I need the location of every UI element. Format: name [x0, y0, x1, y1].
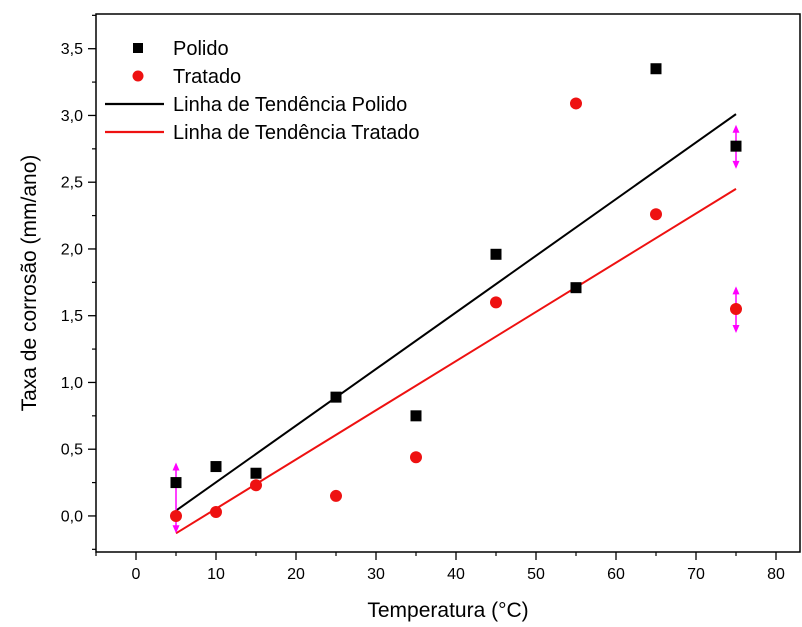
data-point-polido — [170, 477, 182, 489]
y-tick-label: 3,0 — [61, 108, 83, 125]
data-point-tratado — [490, 296, 502, 309]
data-point-tratado — [410, 451, 422, 464]
error-bar-cap-bottom — [732, 325, 740, 334]
error-bar-cap-bottom — [732, 160, 740, 169]
data-point-polido — [490, 248, 502, 260]
chart-marks — [170, 63, 742, 535]
error-bar-cap-top — [732, 286, 740, 295]
legend: Polido Tratado Linha de Tendência Polido Li… — [105, 38, 420, 144]
x-tick-label: 40 — [447, 566, 465, 583]
legend-label: Polido — [173, 38, 229, 60]
plot-area: 0 10 20 30 40 50 60 70 80 0,0 0,5 1,0 1,5 2,0 2,5 3,0 3,… — [61, 13, 801, 583]
trend-line — [175, 113, 737, 512]
trend-line — [175, 188, 737, 535]
x-tick-label: 30 — [367, 566, 385, 583]
data-point-polido — [330, 391, 342, 403]
data-point-polido — [730, 140, 742, 152]
data-point-tratado — [570, 97, 582, 110]
data-point-tratado — [250, 479, 262, 492]
x-tick-label: 60 — [607, 566, 625, 583]
data-point-polido — [410, 410, 422, 422]
data-point-tratado — [170, 509, 182, 522]
x-tick-label: 70 — [687, 566, 705, 583]
error-bar-cap-bottom — [172, 525, 180, 534]
data-point-tratado — [330, 489, 342, 502]
legend-swatch-tratado — [132, 70, 144, 82]
data-point-polido — [210, 461, 222, 473]
y-tick-label: 0,0 — [61, 508, 83, 525]
y-tick-label: 2,0 — [61, 241, 83, 258]
legend-swatch-polido — [133, 43, 143, 53]
x-tick-label: 80 — [767, 566, 785, 583]
error-bar-cap-top — [172, 462, 180, 471]
x-tick-label: 20 — [287, 566, 305, 583]
y-tick-label: 3,5 — [61, 41, 83, 58]
x-axis-title: Temperatura (°C) — [367, 599, 528, 622]
y-tick-label: 0,5 — [61, 442, 83, 459]
y-tick-label: 1,5 — [61, 308, 83, 325]
data-point-polido — [570, 282, 582, 294]
x-tick-label: 0 — [132, 566, 141, 583]
x-tick-label: 50 — [527, 566, 545, 583]
data-point-tratado — [730, 303, 742, 316]
data-point-tratado — [650, 208, 662, 221]
legend-label: Linha de Tendência Polido — [173, 94, 407, 116]
y-tick-label: 2,5 — [61, 175, 83, 192]
error-bar-cap-top — [732, 124, 740, 133]
data-point-polido — [650, 63, 662, 75]
y-axis-title: Taxa de corrosão (mm/ano) — [18, 155, 41, 412]
y-tick-label: 1,0 — [61, 375, 83, 392]
x-tick-label: 10 — [207, 566, 225, 583]
plot-frame — [95, 13, 801, 553]
data-point-polido — [250, 467, 262, 479]
legend-label: Tratado — [173, 66, 241, 88]
legend-label: Linha de Tendência Tratado — [173, 122, 420, 144]
data-point-tratado — [210, 505, 222, 518]
